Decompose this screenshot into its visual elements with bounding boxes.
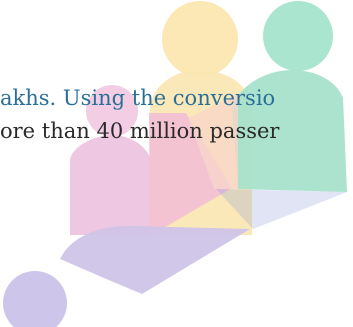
document-text-line: ore than 40 million passer — [0, 119, 280, 143]
document-text-line: akhs. Using the conversio — [0, 86, 276, 110]
